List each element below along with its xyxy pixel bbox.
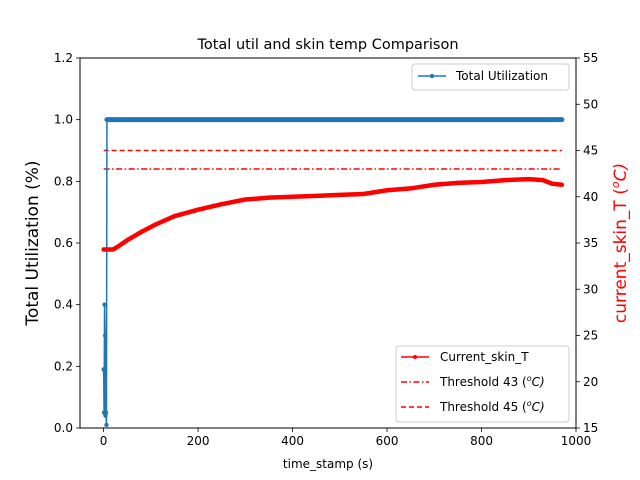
current-skin-t-point bbox=[290, 194, 295, 199]
legend-current-skin-t-label: Current_skin_T bbox=[440, 350, 529, 364]
y-axis-left: 0.0 0.2 0.4 0.6 0.8 1.0 1.2 bbox=[54, 51, 80, 435]
current-skin-t-point bbox=[115, 244, 120, 249]
current-skin-t-point bbox=[337, 192, 342, 197]
legend-threshold-45-main: Threshold 45 ( bbox=[439, 400, 527, 414]
legend-threshold-43-main: Threshold 43 ( bbox=[439, 375, 527, 389]
current-skin-t-point bbox=[559, 182, 564, 187]
legend-threshold-43-unit: C) bbox=[532, 375, 545, 389]
y-left-tick-label: 0.2 bbox=[54, 359, 73, 373]
current-skin-t-point bbox=[139, 229, 144, 234]
total-utilization-point bbox=[104, 422, 109, 428]
current-skin-t-point bbox=[153, 222, 158, 227]
y-axis-right-label: current_skin_T (oC) bbox=[609, 163, 631, 323]
x-tick-label: 0 bbox=[100, 434, 108, 448]
y-right-tick-label: 35 bbox=[583, 236, 598, 250]
x-tick-label: 400 bbox=[281, 434, 304, 448]
current-skin-t-point bbox=[455, 180, 460, 185]
total-utilization-point bbox=[106, 117, 111, 122]
y-axis-right-label-unit: C) bbox=[611, 163, 631, 182]
current-skin-t-point bbox=[219, 202, 224, 207]
y-left-tick-label: 0.4 bbox=[54, 298, 73, 312]
x-tick-label: 600 bbox=[376, 434, 399, 448]
legend-threshold-43-sup: o bbox=[527, 374, 532, 383]
x-tick-label: 1000 bbox=[561, 434, 592, 448]
current-skin-t-point bbox=[314, 193, 319, 198]
x-tick-label: 200 bbox=[187, 434, 210, 448]
current-skin-t-point bbox=[243, 197, 248, 202]
total-utilization-point bbox=[559, 117, 565, 122]
plot-area bbox=[101, 117, 565, 428]
x-tick-label: 800 bbox=[470, 434, 493, 448]
current-skin-t-point bbox=[526, 177, 531, 182]
current-skin-t-point bbox=[101, 247, 106, 252]
y-right-tick-label: 55 bbox=[583, 51, 598, 65]
legend-threshold-45-label: Threshold 45 (oC) bbox=[439, 399, 545, 414]
y-left-tick-label: 0.8 bbox=[54, 174, 73, 188]
legend-threshold-45-unit: C) bbox=[532, 400, 545, 414]
current-skin-t-point bbox=[172, 214, 177, 219]
current-skin-t-point bbox=[266, 195, 271, 200]
y-left-tick-label: 0.0 bbox=[54, 421, 73, 435]
y-right-tick-label: 45 bbox=[583, 144, 598, 158]
legend-left-axis: Total Utilization bbox=[411, 63, 570, 91]
y-axis-right-label-sup: o bbox=[609, 181, 622, 188]
total-utilization-point bbox=[102, 302, 107, 307]
y-right-tick-label: 15 bbox=[583, 421, 598, 435]
legend-right-axis: Current_skin_T Threshold 43 (oC) Thresho… bbox=[395, 345, 570, 423]
current-skin-t-point bbox=[432, 182, 437, 187]
current-skin-t-point bbox=[385, 188, 390, 193]
current-skin-t-point bbox=[408, 186, 413, 191]
y-axis-left-label: Total Utilization (%) bbox=[23, 160, 43, 326]
y-right-tick-label: 20 bbox=[583, 375, 598, 389]
y-axis-right: 15 20 25 30 35 40 45 50 55 bbox=[576, 51, 598, 435]
y-right-tick-label: 25 bbox=[583, 329, 598, 343]
current-skin-t-point bbox=[125, 238, 130, 243]
legend-threshold-45-sup: o bbox=[527, 399, 532, 408]
y-left-tick-label: 1.0 bbox=[54, 113, 73, 127]
chart-title: Total util and skin temp Comparison bbox=[196, 37, 458, 53]
x-axis: 0 200 400 600 800 1000 bbox=[100, 428, 591, 448]
legend-right-frame bbox=[395, 345, 570, 423]
current-skin-t-point bbox=[479, 179, 484, 184]
y-axis-right-label-main: current_skin_T ( bbox=[611, 188, 631, 323]
y-right-tick-label: 50 bbox=[583, 97, 598, 111]
current-skin-t-point bbox=[196, 207, 201, 212]
total-utilization-point bbox=[102, 333, 108, 338]
current-skin-t-point bbox=[503, 178, 508, 183]
x-axis-label: time_stamp (s) bbox=[283, 457, 373, 471]
y-right-tick-label: 40 bbox=[583, 190, 598, 204]
legend-total-utilization-label: Total Utilization bbox=[455, 69, 548, 83]
current-skin-t-point bbox=[550, 181, 555, 186]
legend-total-utilization-marker bbox=[429, 73, 435, 79]
legend-threshold-43-label: Threshold 43 (oC) bbox=[439, 374, 545, 389]
current-skin-t-point bbox=[111, 247, 116, 252]
total-utilization-point bbox=[103, 410, 109, 415]
current-skin-t-point bbox=[361, 191, 366, 196]
y-left-tick-label: 0.6 bbox=[54, 236, 73, 250]
y-left-tick-label: 1.2 bbox=[54, 51, 73, 65]
current-skin-t-point bbox=[540, 178, 545, 183]
legend-current-skin-t-marker bbox=[413, 355, 417, 359]
y-right-tick-label: 30 bbox=[583, 282, 598, 296]
legend-left-frame bbox=[411, 63, 570, 91]
total-utilization-point bbox=[101, 367, 106, 372]
